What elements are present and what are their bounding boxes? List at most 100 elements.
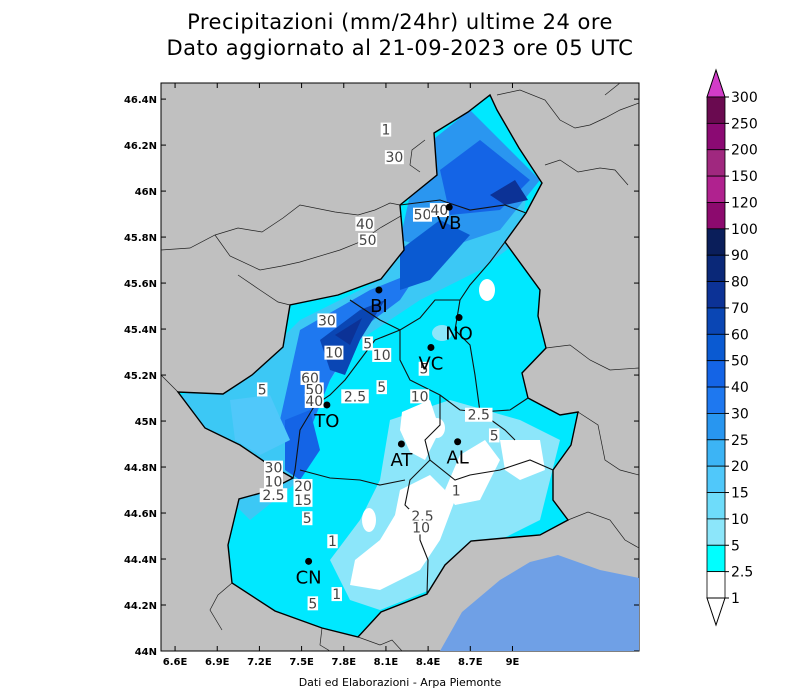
contour-label-bg [256,382,268,397]
colorbar-segment [706,122,726,151]
city-dot [445,203,453,211]
contour-label-bg [411,520,431,535]
contour-label-bg [408,508,437,523]
colorbar-segment [706,149,726,177]
contour-label: 1 [332,587,341,603]
lon-tick-label: 7.2E [247,657,272,668]
contour-label-bg [355,216,375,231]
city-dot [323,401,331,409]
lat-tick-label: 46.2N [124,141,157,152]
lat-tick-label: 44.4N [124,555,157,566]
city-label: BI [370,296,388,317]
colorbar-segment [706,307,726,335]
neighbour-borders [161,83,639,651]
colorbar-label: 80 [731,275,749,291]
city-label: AL [446,448,468,469]
contour-label-bg [372,347,392,362]
colorbar-label: 150 [731,169,758,185]
lat-tick-label: 45.6N [124,279,157,290]
city-label: NO [445,324,473,345]
colorbar-segment [706,439,726,467]
colorbar-segment [706,492,726,520]
contour-label-bg [304,393,324,408]
colorbar-label: 120 [731,195,758,211]
contour-label-bg [327,534,338,549]
contour-label-bg [376,380,387,395]
contour-label: 2.5 [344,389,366,405]
contour-label-bg [380,122,392,137]
city-label: AT [390,450,413,471]
colorbar-segment [706,360,726,388]
contour-label: 30 [265,461,283,477]
contour-label-bg [341,389,369,404]
contour-label: 10 [373,348,391,364]
contour-label-bg [300,370,320,385]
contour-label: 10 [411,389,429,405]
city-dot [397,440,405,448]
map-axis-ticks: 6.6E 6.9E 7.2E 7.5E 7.8E 8.1E 8.4E 8.7E 9E 46.4N 4… [124,83,639,668]
contour-label-bg [384,150,404,165]
contour-label: 10 [325,346,343,362]
colorbar-segment [706,202,726,230]
contour-label: 40 [430,203,448,219]
colorbar-bottom-arrow [706,597,726,627]
map-credit: Dati ed Elaborazioni - Arpa Piemonte [298,676,502,689]
precipitation-colorbar: 3002502001501201009080706050403025201510… [706,68,758,627]
lon-tick-label: 8.1E [374,657,399,668]
colorbar-label: 1 [731,591,740,607]
contour-label: 50 [414,208,432,224]
lat-tick-label: 45.2N [124,371,157,382]
lat-tick-label: 46N [135,187,157,198]
sea-area [440,555,639,651]
contour-label: 5 [258,382,267,398]
contour-label: 1 [328,534,337,550]
contour-label-bg [259,488,288,503]
colorbar-segment [706,386,726,414]
contour-label-bg [464,407,493,422]
contour-label: 40 [305,394,323,410]
contour-label-bg [412,207,432,222]
city-dot [427,343,435,351]
city-label: VC [418,353,443,374]
lon-tick-label: 6.6E [163,657,188,668]
map-title-line1: Precipitazioni (mm/24hr) ultime 24 ore [187,10,613,34]
contour-label: 40 [356,217,374,233]
contour-label-bg [263,474,283,489]
contour-label-bg [293,479,313,494]
city-dot [305,557,313,565]
colorbar-label: 100 [731,222,758,238]
lon-tick-label: 8.7E [458,657,483,668]
colorbar-label: 60 [731,327,749,343]
lat-tick-label: 44N [135,647,157,658]
contour-label-bg [488,428,500,443]
colorbar-segment [706,228,726,256]
contour-label: 5 [363,336,372,352]
contour-label-bg [362,336,373,351]
contour-label-bg [301,511,313,526]
contour-label: 5 [308,596,317,612]
contour-label: 1 [452,484,461,500]
colorbar-label: 70 [731,301,749,317]
lat-tick-label: 44.6N [124,509,157,520]
contour-label-bg [429,203,449,218]
colorbar-segment [706,96,726,124]
colorbar-label: 200 [731,143,758,159]
contour-label: 10 [412,520,430,536]
contour-label-bg [410,389,430,404]
colorbar-label: 2.5 [731,565,753,581]
contour-label-bg [317,313,337,328]
colorbar-segment [706,175,726,203]
colorbar-segment [706,281,726,309]
map-title-line2: Dato aggiornato al 21-09-2023 ore 05 UTC [166,36,634,60]
colorbar-label: 40 [731,380,749,396]
contour-label-bg [324,345,344,360]
colorbar-segment [706,571,726,599]
colorbar-segment [706,333,726,362]
contour-label: 2.5 [262,488,284,504]
contour-label: 50 [359,233,377,249]
lat-tick-label: 44.8N [124,463,157,474]
lat-tick-label: 46.4N [124,95,157,106]
